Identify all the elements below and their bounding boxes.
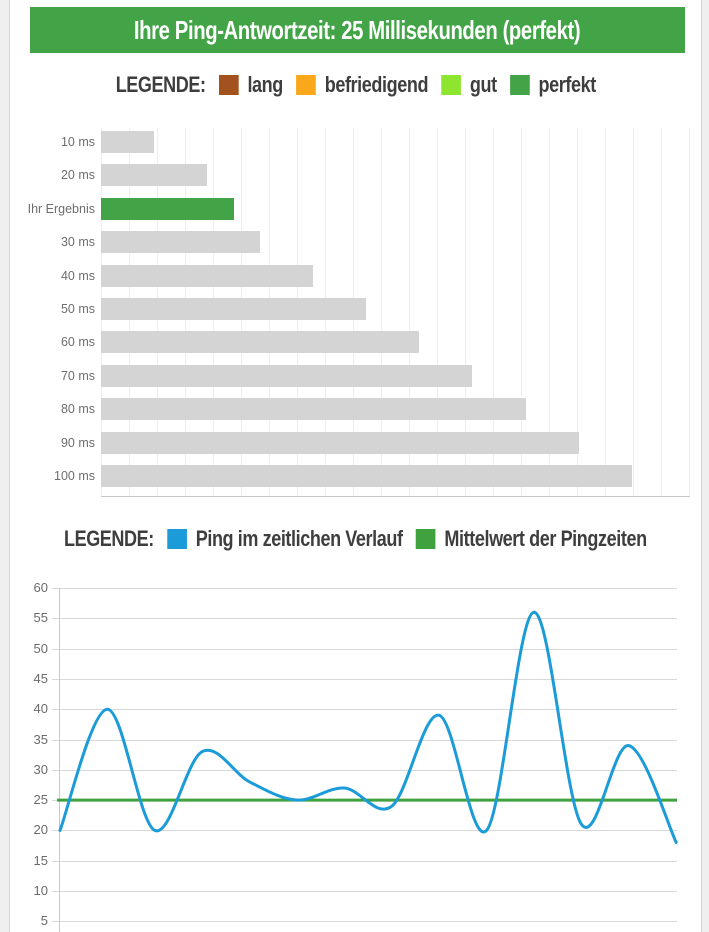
y-axis-tick-label: 5 — [40, 913, 48, 929]
y-axis-tick-label: 50 — [33, 640, 48, 656]
y-axis-tick-label: 45 — [33, 670, 48, 686]
y-axis-tick-label: 10 — [33, 883, 48, 898]
y-axis-tick-label: 40 — [33, 701, 48, 717]
reference-bar — [101, 331, 420, 354]
legend-item-gut: gut — [440, 72, 497, 98]
reference-bar — [101, 431, 579, 454]
legend-item-mittelwert: Mittelwert der Pingzeiten — [415, 526, 648, 552]
legend-item-lang: lang — [218, 72, 283, 98]
bar-category-label: 70 ms — [60, 368, 95, 383]
bar-category-label: 100 ms — [54, 469, 95, 483]
line-chart-gridline — [52, 891, 677, 892]
ping-line-color-swatch — [167, 529, 187, 549]
line-chart-y-axis — [59, 588, 60, 932]
line-chart-gridline — [52, 830, 677, 832]
befriedigend-color-swatch — [295, 75, 316, 95]
result-title: Ihre Ping-Antwortzeit: 25 Millisekunden … — [134, 14, 581, 45]
line-chart-gridline — [52, 618, 677, 620]
line-chart-gridline — [52, 921, 677, 923]
bar-category-label: 50 ms — [60, 302, 95, 316]
legend-item-ping-verlauf: Ping im zeitlichen Verlauf — [167, 526, 403, 552]
reference-bar — [101, 164, 208, 187]
y-axis-tick-label: 20 — [33, 822, 48, 838]
line-legend-title: LEGENDE: — [64, 526, 155, 551]
line-chart-gridline — [52, 648, 677, 650]
y-axis-tick-label: 25 — [33, 792, 48, 808]
line-chart — [57, 610, 678, 844]
reference-bar — [101, 298, 367, 320]
y-axis-tick-label: 15 — [33, 852, 48, 868]
line-chart-gridline — [52, 709, 677, 711]
y-axis-tick-label: 60 — [33, 580, 48, 595]
bar-category-label: Ihr Ergebnis — [27, 201, 95, 216]
line-chart-gridline — [52, 860, 677, 862]
reference-bar — [101, 231, 261, 254]
ping-verlauf-label: Ping im zeitlichen Verlauf — [195, 526, 403, 551]
quality-legend: LEGENDE: lang befriedigend gut perfekt — [10, 72, 701, 98]
line-chart-gridline — [52, 678, 677, 680]
bar-category-label: 90 ms — [60, 435, 95, 450]
line-chart-gridline — [52, 769, 677, 771]
bar-category-label: 30 ms — [60, 235, 95, 250]
gut-color-swatch — [440, 75, 461, 95]
bar-category-label: 20 ms — [60, 168, 95, 183]
reference-bar — [101, 465, 632, 487]
reference-bar — [101, 264, 314, 287]
befriedigend-label: befriedigend — [324, 72, 428, 97]
bar-category-label: 10 ms — [60, 135, 95, 149]
y-axis-tick-label: 35 — [33, 731, 48, 747]
mittelwert-label: Mittelwert der Pingzeiten — [444, 526, 648, 551]
perfekt-color-swatch — [509, 75, 530, 95]
bar-category-label: 80 ms — [60, 402, 95, 417]
line-chart-gridline — [52, 588, 677, 589]
legend-item-befriedigend: befriedigend — [295, 72, 428, 98]
y-axis-tick-label: 55 — [33, 610, 48, 626]
lang-label: lang — [247, 72, 283, 97]
ping-line — [58, 610, 678, 844]
mittelwert-color-swatch — [415, 529, 436, 549]
line-legend: LEGENDE: Ping im zeitlichen Verlauf Mitt… — [10, 526, 701, 552]
lang-color-swatch — [218, 75, 239, 95]
bar-category-label: 60 ms — [60, 335, 95, 350]
quality-legend-title: LEGENDE: — [115, 72, 206, 97]
result-banner: Ihre Ping-Antwortzeit: 25 Millisekunden … — [30, 7, 685, 53]
legend-item-perfekt: perfekt — [509, 72, 596, 98]
reference-bar — [101, 364, 473, 387]
result-bar — [101, 197, 234, 220]
content-card: Ihre Ping-Antwortzeit: 25 Millisekunden … — [9, 0, 702, 932]
line-chart-gridline — [52, 739, 677, 741]
gut-label: gut — [469, 72, 497, 97]
reference-bar — [101, 398, 526, 421]
perfekt-label: perfekt — [538, 72, 596, 97]
y-axis-tick-label: 30 — [33, 761, 48, 777]
bar-category-label: 40 ms — [60, 268, 95, 283]
reference-bar — [101, 131, 155, 153]
